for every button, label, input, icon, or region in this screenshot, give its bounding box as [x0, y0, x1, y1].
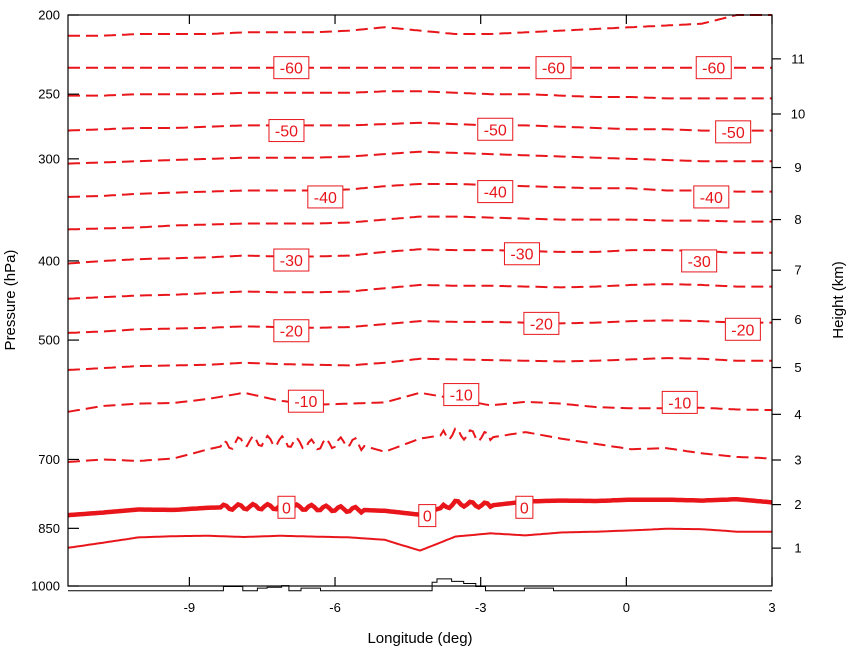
contour-line-minus-35 — [67, 215, 772, 231]
height-tick-label: 6 — [794, 312, 801, 327]
contour-label-box — [724, 317, 761, 341]
pressure-tick-label: 250 — [38, 87, 60, 102]
contour-label-box — [418, 504, 437, 528]
contour-label: -40 — [314, 190, 337, 207]
pressure-tick-label: 700 — [38, 452, 60, 467]
contour-label: -10 — [294, 394, 317, 411]
contour-label-box — [693, 185, 730, 209]
contour-label: -30 — [688, 254, 711, 271]
contour-label: -30 — [280, 253, 303, 270]
contour-label-box — [523, 311, 560, 335]
height-tick-label: 10 — [791, 106, 805, 121]
x-tick-label: -9 — [184, 600, 196, 615]
contour-label-box — [681, 249, 718, 273]
contour-label-box — [477, 117, 514, 141]
pressure-tick-label: 300 — [38, 151, 60, 166]
contour-label-box — [307, 185, 344, 209]
contour-label-box — [661, 390, 698, 414]
contour-label: 0 — [282, 500, 291, 517]
y-axis-left-label: Pressure (hPa) — [2, 250, 19, 351]
contour-label: -50 — [722, 125, 745, 142]
contour-label: -50 — [275, 124, 298, 141]
contour-label-box — [273, 56, 310, 80]
contour-line-minus-15 — [67, 357, 772, 371]
contour-label: -10 — [450, 388, 473, 405]
pressure-tick-label: 850 — [38, 521, 60, 536]
contour-label: 0 — [520, 500, 529, 517]
axis-ticks: -9 -6 -3 0 320025030040050070085010001234567… — [31, 8, 805, 616]
height-tick-label: 8 — [794, 212, 801, 227]
contour-line-minus-20 — [67, 319, 772, 334]
contour-label-box — [273, 248, 310, 272]
contour-label-box — [503, 242, 540, 266]
x-axis-label: Longitude (deg) — [367, 630, 472, 647]
contour-line-minus-10 — [67, 391, 773, 413]
pressure-tick-label: 500 — [38, 333, 60, 348]
contour-label-box — [287, 389, 324, 413]
height-tick-label: 1 — [794, 541, 801, 556]
contour-label: -40 — [700, 190, 723, 207]
height-tick-label: 5 — [794, 360, 801, 375]
x-tick-label: 3 — [768, 600, 775, 615]
contour-label-box — [268, 119, 305, 143]
contour-line-minus-55 — [68, 90, 772, 100]
pressure-tick-label: 200 — [38, 8, 60, 23]
contour-label: -20 — [530, 316, 553, 333]
contour-line-minus-45 — [67, 150, 772, 165]
terrain-profile — [68, 578, 772, 592]
contour-label: -10 — [668, 395, 691, 412]
contour-label-box — [277, 495, 296, 519]
contour-line-minus-30 — [67, 248, 772, 265]
contour-label: -20 — [731, 322, 754, 339]
contour-label: -60 — [280, 61, 303, 78]
contour-label: -60 — [542, 61, 565, 78]
height-tick-label: 11 — [791, 51, 805, 66]
pressure-tick-label: 400 — [38, 253, 60, 268]
contour-label: -20 — [280, 324, 303, 341]
contour-label: -40 — [484, 185, 507, 202]
contour-label: -50 — [484, 122, 507, 139]
contour-label-box — [695, 56, 732, 80]
contour-label: -30 — [510, 247, 533, 264]
contour-line-minus-5 — [67, 427, 773, 463]
height-tick-label: 9 — [794, 160, 801, 175]
contour-label-box — [477, 180, 514, 204]
x-tick-label: -3 — [475, 600, 487, 615]
contour-line-minus-65 — [68, 14, 772, 37]
contour-label: -60 — [702, 61, 725, 78]
contour-line-minus-25 — [67, 283, 772, 300]
contour-label-box — [273, 319, 310, 343]
x-tick-label: -6 — [329, 600, 341, 615]
height-tick-label: 4 — [794, 407, 801, 422]
contour-label-box — [535, 56, 572, 80]
contour-label-box — [715, 120, 752, 144]
height-tick-label: 3 — [794, 453, 801, 468]
contour-label-box — [515, 495, 534, 519]
contour-label: 0 — [423, 509, 432, 526]
contour-labels: -60 -60 -60 -50 -50 -50 -40 -40 -40 -30 -30 -30 -20 -… — [268, 56, 761, 528]
contour-label-box — [443, 383, 480, 407]
x-tick-label: 0 — [623, 600, 630, 615]
contour-line-10 — [67, 527, 772, 552]
contour-line-minus-50 — [67, 121, 772, 132]
terrain-line — [68, 578, 772, 592]
height-tick-label: 7 — [794, 263, 801, 278]
height-tick-label: 2 — [794, 497, 801, 512]
y-axis-right-label: Height (km) — [830, 261, 847, 339]
contour-line-minus-40 — [68, 183, 772, 198]
pressure-tick-label: 1000 — [31, 579, 60, 594]
plot-frame — [67, 14, 773, 587]
